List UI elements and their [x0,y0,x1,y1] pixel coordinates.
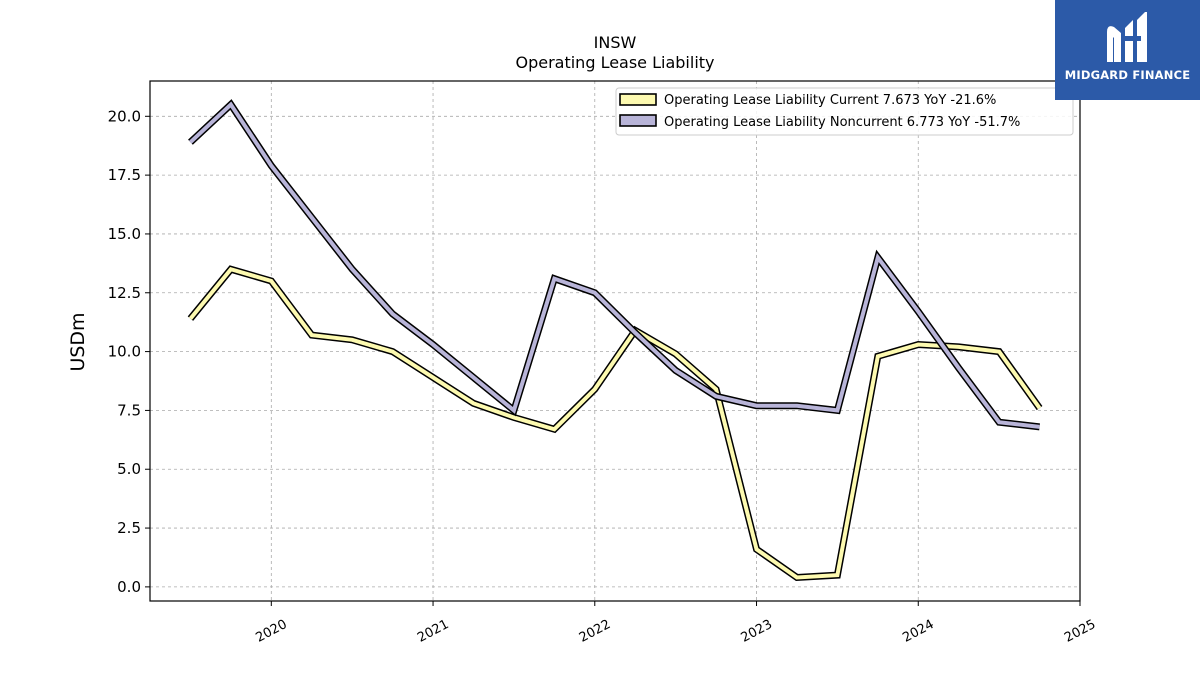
legend-swatch-noncurrent [619,114,657,127]
y-axis: 0.0 2.5 5.0 7.5 10.0 12.5 15.0 17.5 20.0 [108,107,150,596]
legend-swatch-current [619,93,657,106]
series-line-0 [188,266,1042,580]
y-tick-label: 10.0 [108,343,141,361]
midgard-logo-icon [1107,12,1147,63]
series-line-outline-1 [188,99,1040,431]
legend: Operating Lease Liability Current 7.673 … [615,87,1074,136]
legend-label-current: Operating Lease Liability Current 7.673 … [664,93,996,108]
legend-box [615,87,1074,136]
y-tick-label: 2.5 [117,519,141,537]
x-tick-label: 2020 [253,617,289,646]
y-tick-label: 15.0 [108,225,141,243]
x-tick-label: 2024 [900,617,936,646]
y-tick-label: 5.0 [117,460,141,478]
y-axis-label: USDm [67,312,89,371]
y-tick-label: 7.5 [117,401,141,419]
chart-title: INSW [594,33,637,52]
x-axis: 2020 2021 2022 2023 2024 2025 [253,601,1098,646]
series-layer [187,99,1043,582]
chart-subtitle: Operating Lease Liability [515,53,714,72]
y-tick-label: 20.0 [108,107,141,125]
y-tick-label: 17.5 [108,166,141,184]
series-line-1 [189,101,1040,429]
x-tick-label: 2022 [577,617,613,646]
y-tick-label: 12.5 [108,284,141,302]
x-tick-label: 2021 [415,617,451,646]
plot-frame [149,80,1081,602]
logo-text: MIDGARD FINANCE [1064,68,1191,82]
x-tick-label: 2025 [1062,617,1098,646]
legend-label-noncurrent: Operating Lease Liability Noncurrent 6.7… [664,115,1020,130]
midgard-finance-logo: MIDGARD FINANCE [1055,0,1200,100]
x-tick-label: 2023 [739,617,775,646]
y-tick-label: 0.0 [117,578,141,596]
